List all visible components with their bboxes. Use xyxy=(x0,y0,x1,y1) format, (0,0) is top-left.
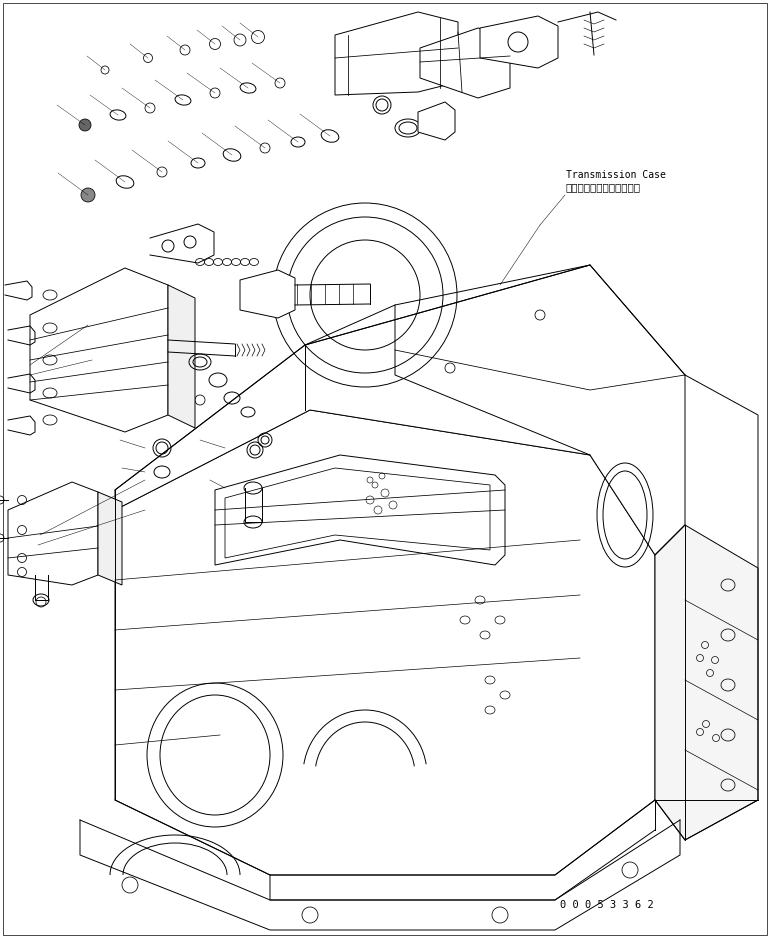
Polygon shape xyxy=(168,285,195,428)
Polygon shape xyxy=(655,525,758,840)
Text: トランスミッションケース: トランスミッションケース xyxy=(566,182,641,192)
Polygon shape xyxy=(30,268,168,432)
Text: 0 0 0 5 3 3 6 2: 0 0 0 5 3 3 6 2 xyxy=(560,900,654,910)
Polygon shape xyxy=(240,270,295,318)
Polygon shape xyxy=(420,28,510,98)
Polygon shape xyxy=(335,12,458,95)
Polygon shape xyxy=(418,102,455,140)
Polygon shape xyxy=(115,265,685,555)
Polygon shape xyxy=(480,16,558,68)
Polygon shape xyxy=(98,492,122,585)
Polygon shape xyxy=(215,455,505,565)
Circle shape xyxy=(81,188,95,202)
Polygon shape xyxy=(115,410,655,875)
Polygon shape xyxy=(8,482,98,585)
Text: Transmission Case: Transmission Case xyxy=(566,171,666,180)
Circle shape xyxy=(79,119,91,131)
Polygon shape xyxy=(225,468,490,558)
